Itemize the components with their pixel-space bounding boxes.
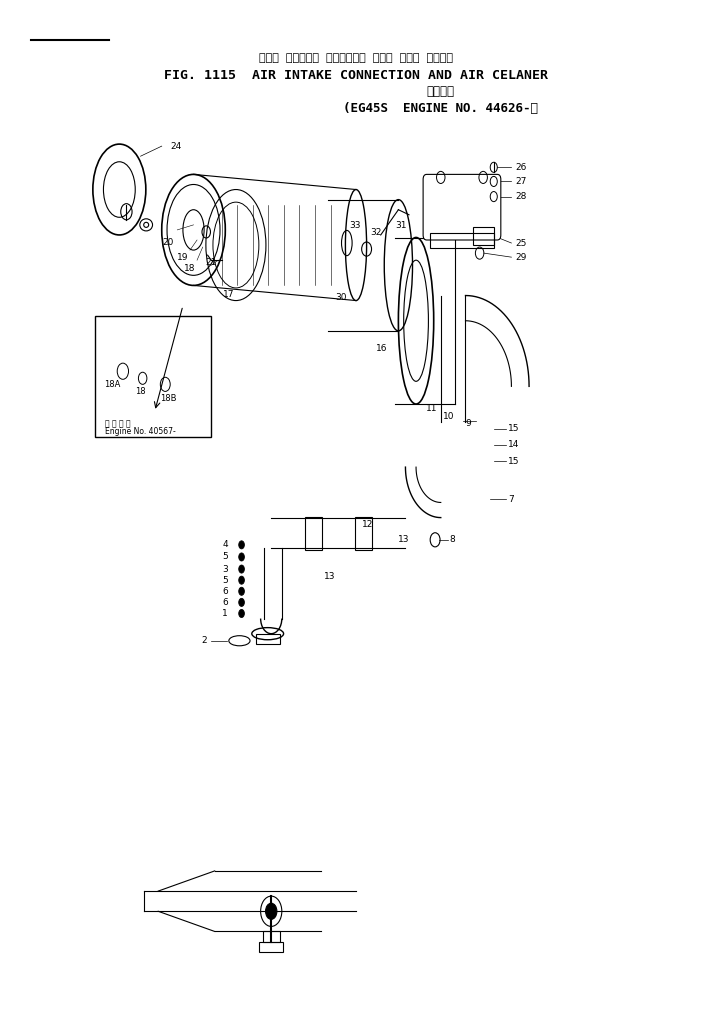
Text: 8: 8 (449, 535, 455, 544)
Text: FIG. 1115  AIR INTAKE CONNECTION AND AIR CELANER: FIG. 1115 AIR INTAKE CONNECTION AND AIR … (164, 69, 548, 82)
Text: 12: 12 (362, 520, 373, 529)
Text: 18A: 18A (104, 380, 120, 389)
Text: 9: 9 (466, 419, 471, 428)
Text: 14: 14 (508, 441, 519, 450)
Text: 15: 15 (508, 424, 519, 433)
Text: 19: 19 (177, 253, 188, 262)
Text: 適用号機: 適用号機 (426, 85, 455, 98)
Circle shape (239, 577, 244, 585)
Circle shape (239, 565, 244, 573)
Circle shape (239, 553, 244, 561)
Text: 25: 25 (515, 239, 526, 248)
Bar (355, 517, 372, 550)
Text: 3: 3 (222, 564, 228, 573)
Text: 4: 4 (222, 540, 228, 549)
Text: 31: 31 (395, 221, 407, 230)
Text: 7: 7 (508, 495, 513, 503)
Text: 17: 17 (223, 290, 234, 299)
Text: 28: 28 (515, 192, 526, 201)
Text: 18: 18 (184, 264, 195, 273)
Bar (430, 232, 493, 248)
Text: 16: 16 (376, 343, 388, 352)
Bar (95, 316, 211, 436)
Text: 21: 21 (206, 258, 217, 267)
Text: 5: 5 (222, 576, 228, 585)
Text: 10: 10 (444, 412, 455, 421)
Bar (256, 633, 280, 644)
Text: 32: 32 (370, 228, 382, 236)
Text: ボンネット
Bonnet: ボンネット Bonnet (429, 175, 459, 194)
Text: 20: 20 (162, 238, 174, 247)
Text: 6: 6 (222, 598, 228, 607)
Text: 適 用 号 機: 適 用 号 機 (105, 419, 131, 428)
Circle shape (239, 541, 244, 549)
Text: 15: 15 (508, 457, 519, 466)
Circle shape (266, 903, 277, 920)
Text: 6: 6 (222, 587, 228, 596)
Text: 29: 29 (515, 253, 526, 262)
FancyBboxPatch shape (423, 175, 501, 240)
Text: 2: 2 (201, 636, 207, 646)
Text: 13: 13 (324, 571, 336, 581)
Text: 13: 13 (399, 535, 410, 544)
Text: 1: 1 (222, 609, 228, 618)
Text: 11: 11 (426, 404, 437, 413)
Text: 26: 26 (515, 162, 526, 172)
Bar (473, 227, 493, 245)
Text: 24: 24 (170, 142, 182, 150)
Bar (305, 517, 322, 550)
Text: 30: 30 (335, 293, 346, 302)
Circle shape (239, 599, 244, 606)
Text: 27: 27 (515, 177, 526, 186)
Text: Engine No. 40567-: Engine No. 40567- (105, 427, 176, 436)
Text: 33: 33 (349, 221, 360, 230)
Bar (263, 932, 280, 942)
Circle shape (239, 588, 244, 596)
Text: (EG45S  ENGINE NO. 44626-）: (EG45S ENGINE NO. 44626-） (343, 103, 538, 116)
Circle shape (239, 609, 244, 617)
Text: 5: 5 (222, 552, 228, 561)
Text: エアー  インテーク  コネクション  および  エアー  クリーナ: エアー インテーク コネクション および エアー クリーナ (259, 54, 453, 63)
Text: 18B: 18B (160, 394, 177, 403)
Text: 18: 18 (135, 387, 146, 396)
Bar (259, 942, 283, 952)
